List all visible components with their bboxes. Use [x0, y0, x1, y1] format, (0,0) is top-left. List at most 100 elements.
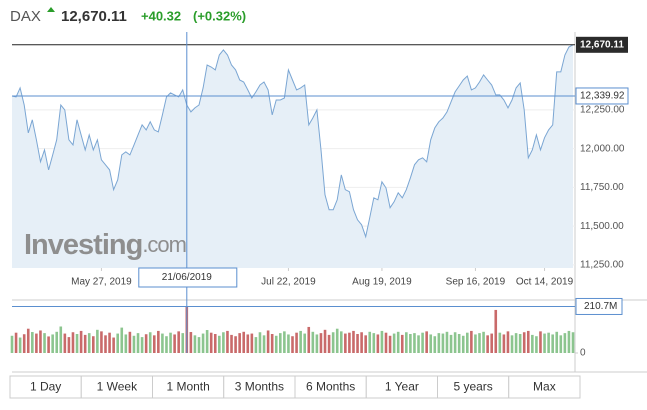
range-button[interactable]: 1 Week — [80, 375, 153, 399]
volume-bar — [181, 333, 185, 353]
volume-bar — [380, 330, 384, 353]
volume-bar — [514, 333, 518, 353]
volume-bar — [551, 334, 554, 353]
volume-bar — [474, 334, 477, 353]
y-tick-label: 12,000.00 — [580, 143, 625, 154]
volume-bar — [449, 334, 453, 353]
volume-bar — [250, 333, 254, 353]
crosshair-date-label: 21/06/2019 — [162, 272, 212, 283]
volume-bar — [506, 331, 510, 353]
volume-bar — [92, 336, 95, 353]
volume-bar — [531, 334, 534, 353]
symbol: DAX — [10, 8, 41, 25]
volume-bar — [466, 332, 469, 353]
crosshair-volume-box — [575, 297, 623, 315]
up-arrow — [47, 7, 55, 12]
volume-bar — [79, 330, 83, 353]
y-tick-label: 11,250.00 — [580, 260, 624, 271]
volume-bar — [563, 333, 567, 353]
volume-bar — [112, 337, 115, 353]
volume-bar — [270, 334, 274, 353]
volume-bar — [331, 332, 335, 353]
volume-bar — [543, 333, 546, 353]
volume-bar — [510, 335, 514, 353]
last-price-box — [576, 36, 628, 53]
crosshair-price-box — [575, 87, 629, 105]
volume-bar — [470, 330, 473, 353]
volume-bar — [295, 332, 298, 353]
volume-bar — [51, 334, 54, 353]
range-button[interactable]: 5 years — [437, 375, 510, 399]
volume-bar — [136, 333, 140, 353]
volume-bar — [262, 335, 266, 353]
volume-bar — [177, 331, 180, 353]
volume-bar — [299, 330, 302, 353]
volume-bar — [14, 332, 18, 353]
volume-bar — [335, 328, 339, 353]
x-tick-label: Oct 14, 2019 — [516, 277, 574, 288]
volume-bar — [100, 331, 103, 353]
range-button[interactable]: 6 Months — [294, 375, 367, 399]
y-tick-label: 11,750.00 — [580, 182, 624, 193]
volume-bar — [193, 335, 197, 353]
volume-bar — [189, 332, 193, 353]
volume-bar — [128, 331, 132, 353]
volume-bar — [433, 336, 437, 353]
volume-bar — [246, 334, 250, 353]
volume-bar — [55, 331, 59, 353]
volume-bar — [392, 333, 396, 353]
volume-bar — [39, 330, 42, 353]
range-button[interactable]: 1 Day — [9, 375, 82, 399]
volume-bar — [413, 333, 416, 353]
volume-bar — [559, 335, 563, 353]
volume-bar — [384, 332, 388, 353]
volume-bar — [425, 331, 428, 353]
volume-bar — [453, 332, 457, 353]
range-button[interactable]: 1 Year — [365, 375, 438, 399]
watermark-suffix: .com — [142, 232, 186, 257]
volume-bar — [482, 331, 485, 353]
range-button[interactable]: Max — [508, 375, 581, 399]
range-button-label: 6 Months — [306, 380, 355, 394]
volume-bar — [124, 334, 128, 353]
volume-bar — [201, 333, 205, 353]
volume-bar — [368, 331, 372, 353]
volume-bar — [315, 334, 319, 353]
volume-bar — [360, 332, 363, 353]
volume-bar — [104, 335, 107, 353]
volume-bar — [522, 332, 526, 353]
volume-bar — [254, 337, 258, 353]
volume-bar — [478, 333, 481, 353]
range-button-label: 1 Week — [97, 380, 138, 394]
y-tick-label: 11,500.00 — [580, 221, 624, 232]
volume-bar — [323, 329, 327, 353]
volume-tick-label: 0 — [580, 348, 586, 359]
range-button-box — [508, 375, 581, 399]
volume-bar — [547, 332, 550, 353]
volume-bar — [303, 333, 306, 353]
volume-bar — [339, 331, 343, 353]
volume-bar — [283, 331, 286, 353]
volume-bar — [486, 335, 489, 353]
volume-bar — [43, 333, 46, 353]
volume-bar — [209, 332, 213, 353]
volume-bar — [226, 330, 229, 353]
volume-bar — [535, 336, 538, 353]
volume-bar — [140, 337, 144, 353]
range-button[interactable]: 1 Month — [152, 375, 225, 399]
volume-bar — [348, 332, 351, 353]
volume-bar — [498, 332, 502, 353]
volume-bar — [10, 335, 14, 353]
volume-bar — [429, 334, 433, 353]
volume-bar — [364, 335, 367, 353]
range-button[interactable]: 3 Months — [223, 375, 296, 399]
volume-bar — [120, 327, 124, 353]
volume-bar — [116, 333, 119, 353]
volume-bar — [108, 332, 111, 353]
volume-bar — [400, 334, 404, 353]
volume-bar — [441, 333, 445, 353]
volume-bar — [396, 331, 400, 353]
volume-bar — [26, 328, 30, 353]
volume-bar — [258, 332, 262, 353]
